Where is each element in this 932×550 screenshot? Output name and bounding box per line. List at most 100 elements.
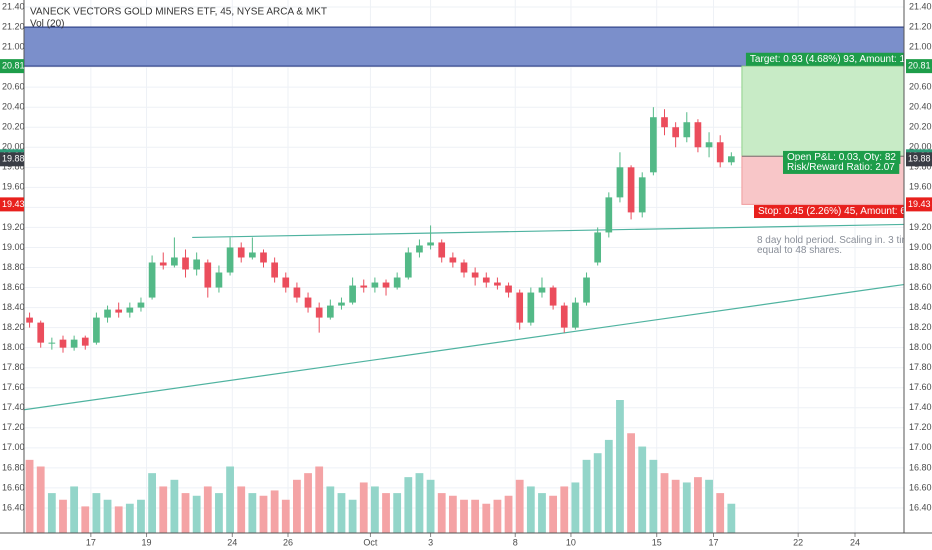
y-tick-label: 20.00 <box>909 142 932 152</box>
volume-bar <box>159 486 168 533</box>
price-tag-label: 19.43 <box>908 199 931 209</box>
volume-bar <box>81 506 90 533</box>
volume-bar <box>114 506 123 533</box>
y-tick-label: 20.60 <box>2 82 25 92</box>
y-tick-label: 20.60 <box>909 82 932 92</box>
volume-bar <box>148 473 156 533</box>
volume-bar <box>393 493 402 533</box>
volume-bar <box>203 486 212 533</box>
chart-title: VANECK VECTORS GOLD MINERS ETF, 45, NYSE… <box>30 7 327 18</box>
price-tag-label: 20.81 <box>2 60 25 70</box>
candle-body <box>572 302 579 328</box>
candle-body <box>137 302 145 308</box>
candle-body <box>549 287 557 306</box>
volume-bar <box>304 473 312 533</box>
volume-bar <box>705 479 713 533</box>
volume-bar <box>281 499 290 533</box>
volume-bar <box>215 493 223 533</box>
y-tick-label: 18.40 <box>2 302 25 312</box>
x-tick-label: 17 <box>86 537 96 547</box>
candle-body <box>226 247 234 273</box>
candle-body <box>616 167 624 198</box>
candle-body <box>661 117 668 128</box>
volume-bar <box>504 495 513 533</box>
volume-bar <box>70 486 79 533</box>
candle-body <box>371 282 379 288</box>
ratio-label: Risk/Reward Ratio: 2.07 <box>787 162 895 173</box>
candle-body <box>81 337 89 346</box>
candle-body <box>182 257 189 270</box>
volume-bar <box>415 473 424 533</box>
y-tick-label: 16.60 <box>909 482 932 492</box>
y-tick-label: 16.60 <box>2 482 25 492</box>
volume-bar <box>36 466 45 533</box>
volume-bar <box>660 473 669 533</box>
candle-body <box>650 117 657 173</box>
candle-body <box>48 342 56 344</box>
price-tag <box>906 152 932 167</box>
volume-bar <box>25 459 34 533</box>
candle-body <box>115 309 123 313</box>
y-tick-label: 20.40 <box>2 102 25 112</box>
x-tick-label: 17 <box>709 537 719 547</box>
volume-bar <box>248 493 257 533</box>
candle-body <box>672 127 679 138</box>
y-tick-label: 17.60 <box>909 382 932 392</box>
volume-bar <box>170 479 179 533</box>
volume-label: Vol (20) <box>30 19 64 30</box>
y-tick-label: 17.20 <box>2 422 25 432</box>
y-tick-label: 18.80 <box>909 262 932 272</box>
candle-body <box>404 252 412 278</box>
candle-body <box>594 232 602 263</box>
volume-bar <box>538 493 546 533</box>
candle-body <box>627 167 635 213</box>
volume-bar <box>370 486 379 533</box>
y-tick-label: 18.80 <box>2 262 25 272</box>
candle-body <box>70 339 78 348</box>
candle-body <box>171 257 178 266</box>
price-tag <box>0 197 24 212</box>
volume-bar <box>359 482 368 533</box>
volume-bar <box>125 503 134 533</box>
candle-body <box>416 245 423 253</box>
candle-body <box>449 257 457 263</box>
candle-body <box>282 277 290 288</box>
note: 8 day hold period. Scaling in. 3 times. … <box>757 235 932 246</box>
y-tick-label: 18.60 <box>2 282 25 292</box>
stop-label: Stop: 0.45 (2.26%) 45, Amount: 63.1 <box>758 206 920 217</box>
x-tick-label: 24 <box>850 537 860 547</box>
y-tick-label: 18.40 <box>909 302 932 312</box>
price-tag-label: 20.81 <box>908 60 931 70</box>
y-tick-label: 18.00 <box>909 342 932 352</box>
price-tag <box>906 59 932 74</box>
volume-bar <box>526 486 535 533</box>
candle-body <box>215 272 223 288</box>
volume-bar <box>259 495 268 533</box>
x-tick-label: 3 <box>428 537 433 547</box>
target-label-bg <box>745 52 904 66</box>
candle-body <box>638 177 646 213</box>
y-tick-label: 17.40 <box>909 402 932 412</box>
volume-bar <box>59 499 67 533</box>
volume-bar <box>694 477 702 533</box>
candle-body <box>728 156 735 163</box>
price-tag-label: 19.88 <box>2 154 25 164</box>
volume-bar <box>571 482 580 533</box>
volume-bar <box>460 499 468 533</box>
y-tick-label: 16.80 <box>2 462 25 472</box>
volume-bar <box>293 479 301 533</box>
candle-body <box>538 287 546 293</box>
y-tick-label: 19.00 <box>2 242 25 252</box>
volume-bar <box>337 493 346 533</box>
price-tag <box>906 197 932 212</box>
candle-body <box>293 287 301 298</box>
price-tag <box>0 152 24 167</box>
y-tick-label: 19.80 <box>909 162 932 172</box>
trendline <box>24 283 904 411</box>
volume-bar <box>226 466 234 533</box>
x-tick-label: Oct <box>363 537 378 547</box>
x-tick-label: 8 <box>513 537 518 547</box>
y-tick-label: 18.60 <box>909 282 932 292</box>
